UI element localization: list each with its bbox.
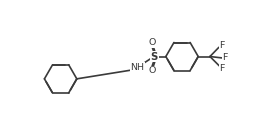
Text: F: F [219,64,224,73]
Text: O: O [148,38,156,47]
Text: NH: NH [130,63,144,72]
Text: S: S [150,52,158,61]
Text: F: F [219,41,224,50]
Text: O: O [148,66,156,75]
Text: F: F [223,53,228,62]
